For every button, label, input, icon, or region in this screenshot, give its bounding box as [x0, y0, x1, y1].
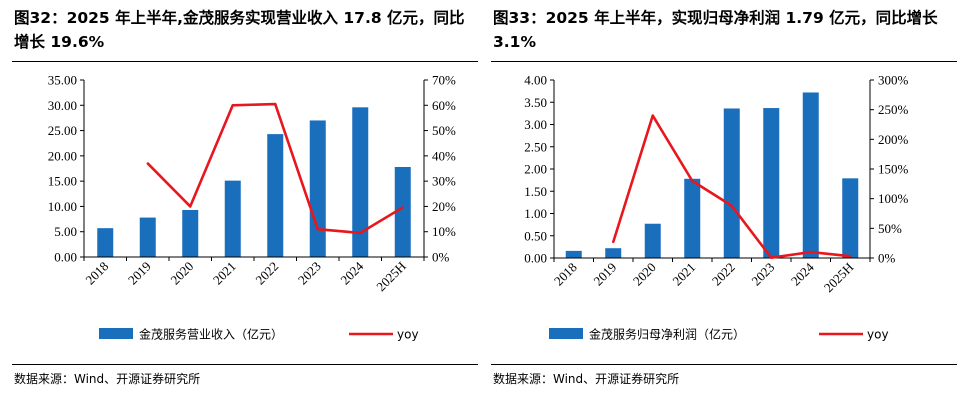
figure-title: 图33：2025 年上半年，实现归母净利润 1.79 亿元，同比增长 3.1% [493, 9, 938, 51]
chart-panel-net-profit: 图33：2025 年上半年，实现归母净利润 1.79 亿元，同比增长 3.1% … [487, 0, 957, 410]
right-tick-label: 30% [432, 174, 456, 189]
left-tick-label: 5.00 [54, 224, 77, 239]
revenue-chart: 0.00 5.00 10.00 15.00 20.00 25.00 30.00 35.00 0%… [48, 73, 456, 342]
x-tick-label: 2019 [125, 259, 154, 288]
bar-2023 [763, 108, 780, 258]
yoy-point-2021 [691, 179, 694, 183]
left-tick-label: 4.00 [524, 73, 547, 88]
right-tick-label: 50% [878, 221, 902, 236]
figure-title: 图32：2025 年上半年,金茂服务实现营业收入 17.8 亿元，同比增长 19… [14, 9, 465, 51]
yoy-point-2025H [401, 206, 404, 209]
top-rule [491, 61, 957, 62]
right-tick-label: 50% [432, 123, 456, 138]
right-tick-label: 200% [878, 132, 909, 147]
top-rule [12, 61, 478, 62]
left-tick-label: 0.00 [524, 251, 547, 266]
legend-label-bars: 金茂服务营业收入（亿元） [139, 327, 283, 342]
bar-2018 [97, 228, 114, 257]
left-tick-label: 25.00 [48, 123, 77, 138]
left-tick-label: 0.00 [54, 250, 77, 265]
bar-2022 [723, 108, 740, 258]
left-tick-label: 2.50 [524, 139, 547, 154]
left-tick-label: 35.00 [48, 73, 77, 88]
bar-2019 [605, 248, 622, 258]
bar-2024 [352, 107, 369, 258]
right-tick-label: 250% [878, 102, 909, 117]
yoy-point-2019 [612, 240, 615, 244]
bar-2023 [309, 120, 326, 257]
source-note: 数据来源：Wind、开源证券研究所 [493, 372, 680, 386]
bar-2021 [684, 178, 701, 258]
left-tick-label: 10.00 [48, 199, 77, 214]
chart-panel-revenue: 图32：2025 年上半年,金茂服务实现营业收入 17.8 亿元，同比增长 19… [8, 0, 478, 410]
x-tick-label: 2024 [337, 258, 366, 287]
left-tick-label: 1.50 [524, 184, 547, 199]
yoy-point-2020 [651, 114, 654, 117]
x-tick-label: 2019 [590, 260, 619, 289]
x-tick-label: 2024 [788, 259, 817, 288]
legend-label-yoy: yoy [867, 328, 889, 342]
yoy-point-2022 [274, 102, 277, 106]
yoy-point-2020 [189, 205, 192, 208]
bar-2020 [182, 209, 199, 257]
x-tick-label: 2025H [373, 259, 409, 295]
left-tick-label: 30.00 [48, 98, 77, 113]
x-tick-label: 2023 [748, 260, 777, 289]
legend-label-bars: 金茂服务归母净利润（亿元） [589, 327, 745, 342]
x-tick-label: 2022 [252, 259, 281, 288]
left-tick-label: 0.50 [524, 228, 547, 243]
left-tick-label: 15.00 [48, 174, 77, 189]
right-tick-label: 0% [432, 250, 450, 265]
bar-2018 [565, 250, 582, 258]
x-tick-label: 2021 [210, 259, 239, 288]
bar-2020 [644, 223, 661, 258]
bar-2025H [842, 178, 859, 258]
bar-2019 [139, 217, 156, 257]
x-tick-label: 2018 [551, 260, 580, 289]
left-tick-label: 2.00 [524, 162, 547, 177]
x-tick-label: 2020 [630, 260, 659, 289]
yoy-point-2021 [231, 104, 234, 107]
right-tick-label: 10% [432, 224, 456, 239]
bar-2022 [267, 134, 284, 257]
yoy-point-2019 [146, 162, 149, 165]
bottom-rule [12, 364, 478, 365]
legend-swatch-bars [549, 328, 583, 339]
right-tick-label: 300% [878, 73, 909, 88]
left-tick-label: 3.50 [524, 95, 547, 110]
left-tick-label: 1.00 [524, 206, 547, 221]
x-tick-label: 2020 [167, 259, 196, 288]
source-note: 数据来源：Wind、开源证券研究所 [14, 372, 201, 386]
yoy-point-2023 [316, 227, 319, 231]
yoy-point-2022 [730, 204, 733, 207]
legend-label-yoy: yoy [397, 328, 419, 342]
right-tick-label: 60% [432, 98, 456, 113]
net-profit-chart: 0.00 0.50 1.00 1.50 2.00 2.50 3.00 3.50 4.00 0% 50… [524, 73, 909, 342]
legend-swatch-bars [99, 328, 133, 339]
bar-2025H [394, 166, 411, 257]
bottom-rule [491, 364, 957, 365]
x-tick-label: 2023 [295, 259, 324, 288]
right-tick-label: 20% [432, 199, 456, 214]
right-tick-label: 40% [432, 148, 456, 163]
yoy-point-2025H [849, 254, 852, 258]
left-tick-label: 3.00 [524, 117, 547, 132]
right-tick-label: 150% [878, 162, 909, 177]
x-tick-label: 2025H [821, 260, 857, 296]
left-tick-label: 20.00 [48, 148, 77, 163]
right-tick-label: 70% [432, 73, 456, 88]
bar-2024 [802, 92, 819, 259]
yoy-point-2024 [359, 231, 362, 235]
x-tick-label: 2021 [669, 260, 698, 289]
right-tick-label: 100% [878, 191, 909, 206]
bar-2021 [224, 180, 241, 257]
yoy-point-2024 [809, 250, 812, 254]
yoy-point-2023 [770, 256, 773, 259]
right-tick-label: 0% [878, 251, 896, 266]
x-tick-label: 2022 [709, 260, 738, 289]
x-tick-label: 2018 [82, 259, 111, 288]
